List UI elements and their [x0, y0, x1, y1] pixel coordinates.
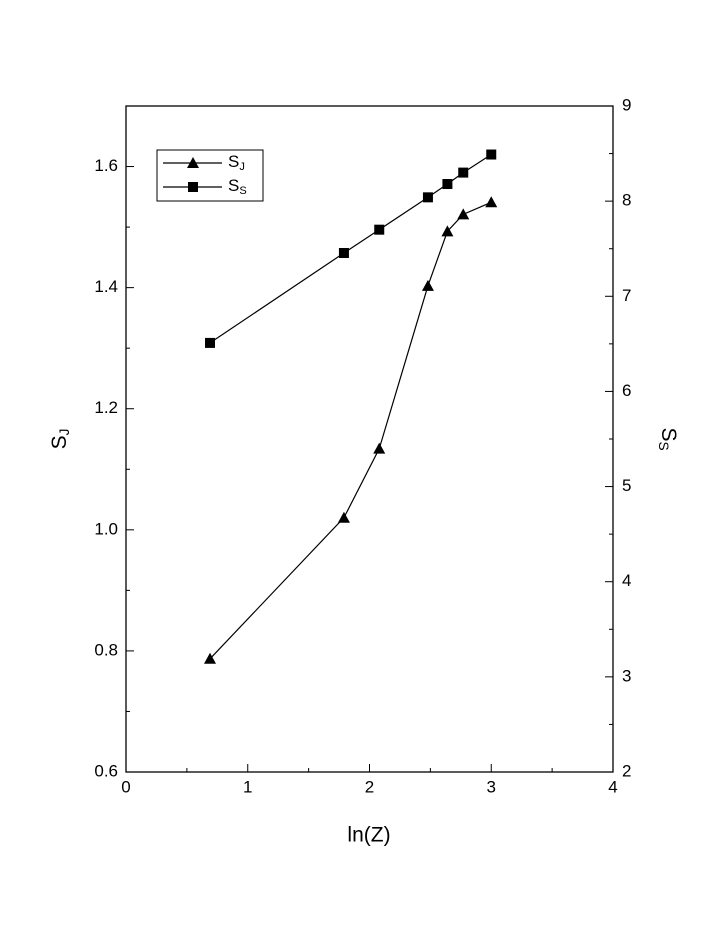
- x-tick-label: 4: [608, 777, 617, 796]
- y2-tick-label: 8: [622, 191, 631, 210]
- y-tick-label: 1.0: [94, 519, 118, 538]
- marker: [457, 208, 470, 220]
- x-axis-label: ln(Z): [347, 824, 390, 847]
- y2-tick-label: 2: [622, 761, 631, 780]
- y-tick-label: 1.2: [94, 398, 118, 417]
- marker: [441, 225, 454, 237]
- marker: [188, 182, 198, 192]
- y-tick-label: 0.6: [94, 761, 118, 780]
- marker: [187, 157, 199, 168]
- y2-tick-label: 4: [622, 571, 631, 590]
- marker: [205, 337, 216, 348]
- y2-tick-label: 6: [622, 381, 631, 400]
- x-tick-label: 0: [121, 777, 130, 796]
- legend-label: SS: [228, 176, 247, 196]
- y-tick-label: 1.6: [94, 156, 118, 175]
- plot-frame: [125, 105, 614, 773]
- y-tick-label: 0.8: [94, 640, 118, 659]
- series-line: [209, 201, 492, 660]
- marker: [204, 652, 217, 664]
- y2-tick-label: 9: [622, 95, 631, 114]
- marker: [421, 279, 434, 291]
- marker: [486, 149, 497, 160]
- y-tick-label: 1.4: [94, 277, 118, 296]
- marker: [422, 192, 433, 203]
- marker: [485, 196, 498, 208]
- x-tick-label: 2: [365, 777, 374, 796]
- y2-axis-label: SS: [657, 427, 681, 450]
- x-tick-label: 1: [243, 777, 252, 796]
- marker: [338, 247, 349, 258]
- marker: [337, 511, 350, 523]
- marker: [458, 167, 469, 178]
- legend-label: SJ: [228, 152, 245, 172]
- x-tick-label: 3: [487, 777, 496, 796]
- marker: [373, 442, 386, 454]
- marker: [442, 179, 453, 190]
- legend-box: [156, 149, 264, 202]
- y2-tick-label: 3: [622, 666, 631, 685]
- y-axis-label: SJ: [48, 429, 72, 450]
- y2-tick-label: 7: [622, 286, 631, 305]
- y2-tick-label: 5: [622, 476, 631, 495]
- marker: [374, 224, 385, 235]
